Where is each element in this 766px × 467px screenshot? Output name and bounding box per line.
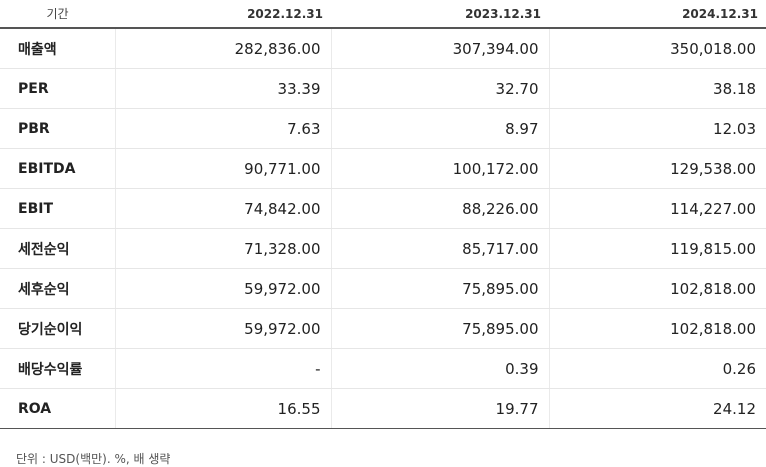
row-label: PER xyxy=(0,68,115,109)
table-header-row: 기간 2022.12.31 2023.12.31 2024.12.31 xyxy=(0,0,766,29)
cell-value: 129,538.00 xyxy=(548,148,766,189)
cell-value: 114,227.00 xyxy=(548,188,766,229)
cell-value: 75,895.00 xyxy=(330,268,549,309)
financial-table: 기간 2022.12.31 2023.12.31 2024.12.31 매출액 … xyxy=(0,0,766,429)
cell-value: 59,972.00 xyxy=(114,268,331,309)
cell-value: 119,815.00 xyxy=(548,228,766,269)
cell-value: 88,226.00 xyxy=(330,188,549,229)
header-date-2023: 2023.12.31 xyxy=(331,0,549,29)
cell-value: 33.39 xyxy=(114,68,331,109)
cell-value: 102,818.00 xyxy=(548,268,766,309)
cell-value: 24.12 xyxy=(548,388,766,429)
unit-footnote: 단위 : USD(백만). %, 배 생략 xyxy=(16,452,171,466)
table-row: PBR 7.63 8.97 12.03 xyxy=(0,108,766,149)
row-label: 매출액 xyxy=(0,28,115,69)
cell-value: 12.03 xyxy=(548,108,766,149)
table-row: 당기순이익 59,972.00 75,895.00 102,818.00 xyxy=(0,308,766,349)
row-label: EBIT xyxy=(0,188,115,229)
cell-value: 59,972.00 xyxy=(114,308,331,349)
cell-value: 100,172.00 xyxy=(330,148,549,189)
row-label: 세전순익 xyxy=(0,228,115,269)
cell-value: 0.26 xyxy=(548,348,766,389)
row-label: 세후순익 xyxy=(0,268,115,309)
cell-value: 38.18 xyxy=(548,68,766,109)
table-row: 세전순익 71,328.00 85,717.00 119,815.00 xyxy=(0,228,766,269)
table-row: 세후순익 59,972.00 75,895.00 102,818.00 xyxy=(0,268,766,309)
row-label: 당기순이익 xyxy=(0,308,115,349)
cell-value: 19.77 xyxy=(330,388,549,429)
row-label: PBR xyxy=(0,108,115,149)
cell-value: 102,818.00 xyxy=(548,308,766,349)
cell-value: 282,836.00 xyxy=(114,28,331,69)
cell-value: 307,394.00 xyxy=(330,28,549,69)
cell-value: 350,018.00 xyxy=(548,28,766,69)
header-period: 기간 xyxy=(0,0,115,29)
table-row: EBITDA 90,771.00 100,172.00 129,538.00 xyxy=(0,148,766,189)
row-label: 배당수익률 xyxy=(0,348,115,389)
table-row: 배당수익률 - 0.39 0.26 xyxy=(0,348,766,389)
table-row: ROA 16.55 19.77 24.12 xyxy=(0,388,766,429)
row-label: ROA xyxy=(0,388,115,429)
cell-value: 7.63 xyxy=(114,108,331,149)
cell-value: 16.55 xyxy=(114,388,331,429)
cell-value: 32.70 xyxy=(330,68,549,109)
table-row: 매출액 282,836.00 307,394.00 350,018.00 xyxy=(0,28,766,69)
cell-value: 74,842.00 xyxy=(114,188,331,229)
cell-value: 71,328.00 xyxy=(114,228,331,269)
cell-value: 0.39 xyxy=(330,348,549,389)
row-label: EBITDA xyxy=(0,148,115,189)
header-date-2022: 2022.12.31 xyxy=(115,0,331,29)
table-row: PER 33.39 32.70 38.18 xyxy=(0,68,766,109)
cell-value: - xyxy=(114,348,331,389)
table-row: EBIT 74,842.00 88,226.00 114,227.00 xyxy=(0,188,766,229)
cell-value: 8.97 xyxy=(330,108,549,149)
cell-value: 90,771.00 xyxy=(114,148,331,189)
header-date-2024: 2024.12.31 xyxy=(549,0,766,29)
cell-value: 75,895.00 xyxy=(330,308,549,349)
cell-value: 85,717.00 xyxy=(330,228,549,269)
